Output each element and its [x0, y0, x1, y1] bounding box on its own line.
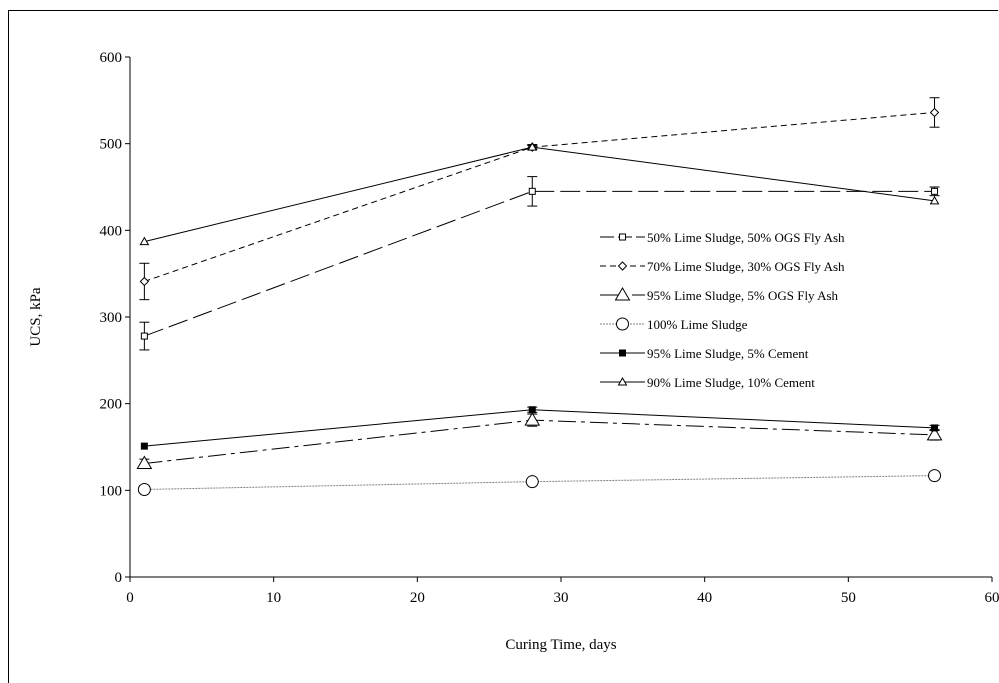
- series-line: [144, 111, 935, 282]
- series-3: [136, 412, 943, 469]
- x-tick-label: 20: [410, 590, 425, 606]
- data-point-marker: [931, 187, 939, 195]
- data-point-marker: [524, 412, 541, 426]
- series-line: [144, 409, 935, 447]
- legend-label: 95% Lime Sludge, 5% Cement: [647, 346, 809, 361]
- y-tick-label: 400: [100, 223, 123, 239]
- data-point-marker: [619, 349, 626, 357]
- data-point-marker: [926, 426, 943, 441]
- series-group: [136, 97, 943, 496]
- legend-entry: 100% Lime Sludge: [600, 317, 748, 332]
- data-point-marker: [617, 261, 628, 271]
- x-tick-label: 50: [841, 590, 856, 606]
- y-tick-label: 200: [100, 397, 123, 413]
- y-tick-label: 600: [100, 50, 123, 66]
- series-1: [139, 176, 940, 351]
- series-line: [144, 419, 935, 464]
- legend-label: 95% Lime Sludge, 5% OGS Fly Ash: [647, 288, 839, 303]
- legend-label: 90% Lime Sludge, 10% Cement: [647, 375, 815, 390]
- series-line: [144, 475, 935, 490]
- legend-entry: 95% Lime Sludge, 5% Cement: [600, 346, 809, 361]
- y-tick-label: 500: [100, 137, 123, 153]
- data-point-marker: [139, 236, 150, 246]
- data-point-marker: [525, 475, 539, 489]
- x-tick-label: 10: [266, 590, 281, 606]
- data-point-marker: [929, 195, 940, 205]
- y-tick-label: 100: [100, 483, 123, 499]
- series-4: [137, 469, 942, 496]
- data-point-marker: [136, 455, 153, 469]
- x-tick-label: 0: [126, 590, 134, 606]
- y-tick-label: 0: [115, 570, 123, 586]
- x-tick-label: 60: [985, 590, 999, 606]
- legend-label: 100% Lime Sludge: [647, 317, 748, 332]
- data-point-marker: [139, 276, 150, 287]
- legend-label: 70% Lime Sludge, 30% OGS Fly Ash: [647, 259, 845, 274]
- legend-entry: 90% Lime Sludge, 10% Cement: [600, 375, 815, 390]
- data-point-marker: [617, 376, 628, 386]
- data-point-marker: [140, 442, 148, 450]
- y-tick-label: 300: [100, 310, 123, 326]
- chart-frame: [8, 10, 998, 683]
- series-line: [144, 146, 935, 243]
- series-5: [140, 406, 940, 450]
- x-axis-label: Curing Time, days: [505, 637, 616, 653]
- series-line: [144, 190, 935, 337]
- y-axis-label: UCS, kPa: [28, 287, 44, 347]
- legend-entry: 70% Lime Sludge, 30% OGS Fly Ash: [600, 259, 845, 274]
- legend-entry: 50% Lime Sludge, 50% OGS Fly Ash: [600, 230, 845, 245]
- data-point-marker: [619, 233, 626, 241]
- legend-label: 50% Lime Sludge, 50% OGS Fly Ash: [647, 230, 845, 245]
- data-point-marker: [929, 107, 940, 118]
- data-point-marker: [140, 332, 148, 340]
- x-tick-label: 30: [554, 590, 569, 606]
- axes: 0 100 200 300 400 500 600 0 10 20 30 40 50 60: [100, 50, 999, 606]
- legend-entry: 95% Lime Sludge, 5% OGS Fly Ash: [600, 287, 839, 303]
- data-point-marker: [528, 406, 536, 414]
- data-point-marker: [616, 317, 629, 331]
- data-point-marker: [931, 424, 939, 432]
- series-6: [139, 142, 940, 246]
- data-point-marker: [614, 287, 631, 301]
- x-tick-label: 40: [697, 590, 712, 606]
- data-point-marker: [137, 482, 151, 496]
- data-point-marker: [528, 187, 536, 195]
- legend: 50% Lime Sludge, 50% OGS Fly Ash 70% Lime…: [600, 230, 845, 390]
- data-point-marker: [928, 469, 942, 483]
- data-point-marker: [527, 142, 538, 151]
